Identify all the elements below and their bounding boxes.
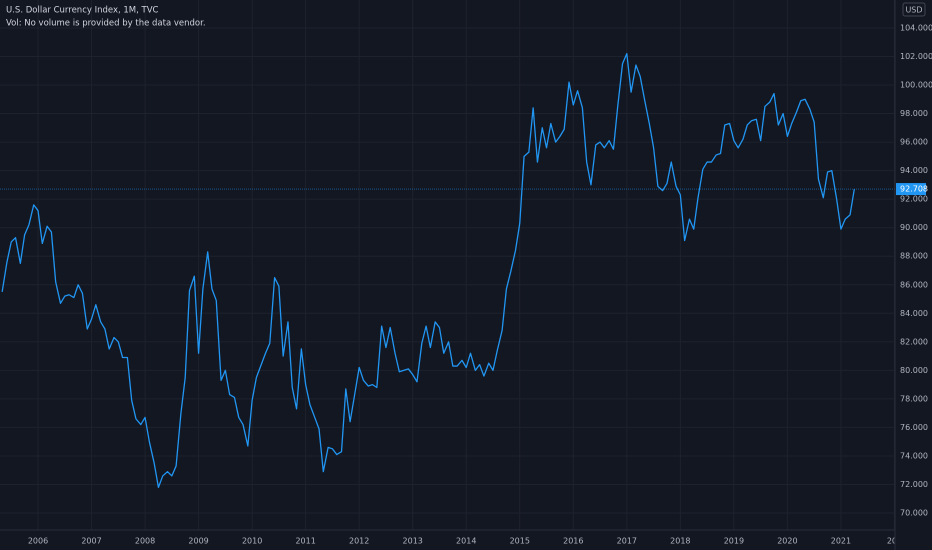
x-tick-label: 2008 bbox=[135, 537, 155, 546]
axes: 2006 2007 2008 2009 2010 2011 2012 2013 2014 2015… bbox=[28, 537, 902, 546]
y-tick-label: 88.000 bbox=[900, 252, 928, 261]
y-tick-label: 84.000 bbox=[900, 309, 928, 318]
currency-box[interactable] bbox=[902, 2, 926, 17]
y-tick-label: 102.000 bbox=[900, 52, 932, 61]
y-tick-label: 72.000 bbox=[900, 480, 928, 489]
chart-title: U.S. Dollar Currency Index, 1M, TVC bbox=[6, 6, 159, 16]
x-tick-label: 2009 bbox=[188, 537, 208, 546]
y-tick-label: 96.000 bbox=[900, 138, 928, 147]
grid bbox=[0, 0, 895, 530]
x-tick-label: 202 bbox=[887, 537, 902, 546]
price-line bbox=[1, 52, 855, 488]
y-tick-label: 80.000 bbox=[900, 366, 928, 375]
last-price-label: 92.708 bbox=[900, 185, 928, 194]
x-tick-label: 2018 bbox=[670, 537, 690, 546]
y-tick-label: 74.000 bbox=[900, 451, 928, 460]
x-tick-label: 2017 bbox=[617, 537, 637, 546]
y-tick-label: 86.000 bbox=[900, 280, 928, 289]
y-tick-label: 82.000 bbox=[900, 337, 928, 346]
x-tick-label: 2013 bbox=[403, 537, 423, 546]
y-tick-label: 90.000 bbox=[900, 223, 928, 232]
x-tick-label: 2012 bbox=[349, 537, 369, 546]
x-tick-label: 2014 bbox=[456, 537, 476, 546]
currency-label[interactable]: USD bbox=[905, 6, 922, 15]
x-tick-label: 2011 bbox=[295, 537, 315, 546]
x-tick-label: 2019 bbox=[724, 537, 744, 546]
y-tick-label: 92.000 bbox=[900, 195, 928, 204]
y-tick-label: 98.000 bbox=[900, 109, 928, 118]
y-tick-label: 104.000 bbox=[900, 23, 932, 32]
x-tick-label: 2021 bbox=[831, 537, 851, 546]
plot-area bbox=[0, 52, 895, 488]
chart-subtitle: Vol: No volume is provided by the data v… bbox=[6, 19, 206, 29]
y-tick-label: 100.000 bbox=[900, 81, 932, 90]
y-tick-label: 94.000 bbox=[900, 166, 928, 175]
last-price-box bbox=[896, 183, 926, 196]
x-tick-label: 2016 bbox=[563, 537, 583, 546]
y-tick-label: 76.000 bbox=[900, 423, 928, 432]
price-axis bbox=[895, 0, 932, 550]
x-tick-label: 2007 bbox=[81, 537, 101, 546]
x-tick-label: 2006 bbox=[28, 537, 48, 546]
y-tick-label: 70.000 bbox=[900, 509, 928, 518]
x-tick-label: 2020 bbox=[777, 537, 797, 546]
x-tick-label: 2015 bbox=[510, 537, 530, 546]
y-tick-label: 78.000 bbox=[900, 394, 928, 403]
x-tick-label: 2010 bbox=[242, 537, 262, 546]
